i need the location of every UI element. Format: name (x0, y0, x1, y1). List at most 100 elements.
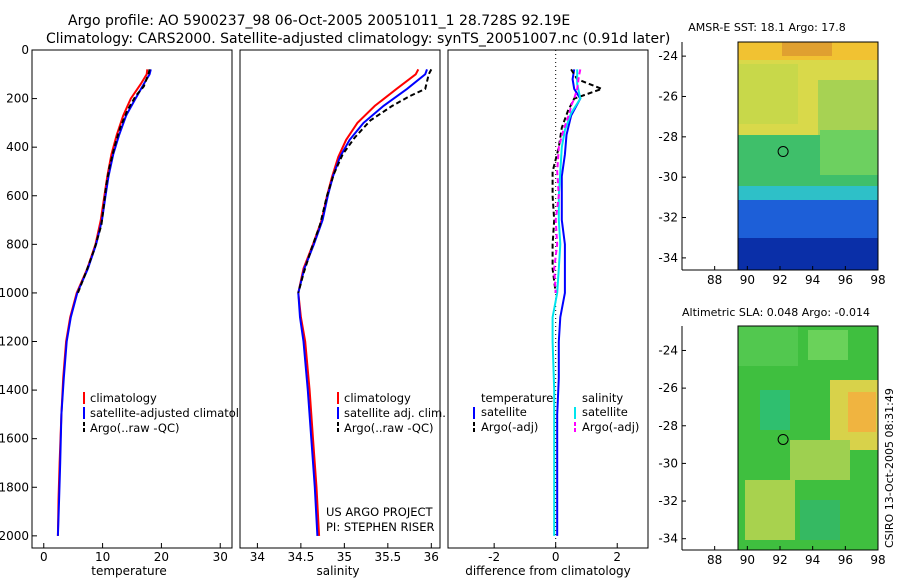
salinity-axes-frame (239, 49, 441, 549)
difference-xaxis: -2 0 2 (488, 543, 621, 564)
difference-legend-sal-satellite: satellite (582, 405, 628, 419)
difference-legend-temperature-title: temperature (481, 391, 553, 405)
amsre_sst-xtick-label: 90 (740, 273, 755, 287)
sla-patch-4 (790, 440, 850, 480)
salinity-legend-climatology: climatology (344, 391, 411, 405)
figure-title-line1: Argo profile: AO 5900237_98 06-Oct-2005 … (68, 13, 570, 29)
salinity-legend-argo: Argo(..raw -QC) (344, 421, 434, 435)
sst-patch-right (818, 80, 878, 135)
altimetric_sla-xtick-label: 94 (805, 553, 820, 567)
temperature-xtick-label: 30 (213, 550, 228, 564)
temperature-legend-climatology: climatology (90, 391, 157, 405)
sla-map-axes: 88 90 92 94 96 98 -24 -26 -28 -30 -32 -34 (658, 326, 886, 567)
temperature-xtick-label: 0 (40, 550, 48, 564)
amsre_sst-xtick-label: 88 (707, 273, 722, 287)
sla-patch-1 (738, 326, 798, 366)
altimetric_sla-xtick-label: 92 (772, 553, 787, 567)
sst-patch-left (738, 64, 798, 124)
salinity-xtick-label: 34.5 (288, 550, 315, 564)
depth-ytick-label: 600 (6, 189, 29, 203)
difference-axes-frame (447, 49, 649, 549)
sla-patch-6 (800, 500, 840, 540)
salinity-line-satellite-adj-clim- (297, 69, 428, 536)
temperature-xtick-label: 20 (154, 550, 169, 564)
depth-ytick-label: 1400 (0, 383, 29, 397)
amsre_sst-xtick-label: 92 (772, 273, 787, 287)
depth-ytick-label: 0 (21, 43, 29, 57)
temperature-legend-satellite: satellite-adjusted climatology (90, 406, 260, 420)
difference-legend-temp-argo: Argo(-adj) (481, 420, 538, 434)
temperature-xtick-label: 10 (95, 550, 110, 564)
amsre_sst-ytick-label: -26 (658, 89, 678, 103)
difference-legend: temperature satellite Argo(-adj) salinit… (473, 391, 639, 434)
salinity-line-argo-raw-qc- (297, 68, 433, 294)
sla-patch-5 (745, 480, 795, 540)
temperature-xlabel: temperature (91, 564, 166, 578)
salinity-xtick-label: 34 (250, 550, 265, 564)
pi-label: PI: STEPHEN RISER (326, 520, 435, 534)
amsre_sst-ytick-label: -24 (658, 49, 678, 63)
sla-patch-2 (808, 330, 848, 360)
temperature-series (56, 69, 152, 536)
difference-legend-salinity-title: salinity (582, 391, 623, 405)
side-stamp: CSIRO 13-Oct-2005 08:31:49 (883, 388, 896, 548)
salinity-xtick-label: 35 (337, 550, 352, 564)
salinity-xtick-label: 36 (424, 550, 439, 564)
difference-xtick-label: -2 (488, 550, 500, 564)
temperature-axes-frame (31, 49, 233, 549)
depth-ytick-label: 1800 (0, 480, 29, 494)
sst-argo-marker (777, 146, 789, 158)
depth-ytick-label: 1200 (0, 335, 29, 349)
difference-legend-sal-argo: Argo(-adj) (582, 420, 639, 434)
altimetric_sla-xtick-label: 88 (707, 553, 722, 567)
difference-line-temperature-argo-adj- (551, 68, 605, 294)
amsre_sst-xtick-label: 94 (805, 273, 820, 287)
sst-band-cool (738, 186, 878, 204)
salinity-legend-satellite: satellite adj. clim. (344, 406, 446, 420)
temperature-panel: 0 200 400 600 800 1000 1200 1400 1600 1800 2000 0 1… (0, 43, 260, 578)
sla-patch-3 (760, 390, 790, 430)
altimetric_sla-xtick-label: 98 (870, 553, 885, 567)
amsre_sst-ytick-label: -28 (658, 130, 678, 144)
sla-map-panel: Altimetric SLA: 0.048 Argo: -0.014 88 90 9… (658, 306, 885, 567)
temperature-legend-argo: Argo(..raw -QC) (90, 421, 180, 435)
altimetric_sla-ytick-label: -28 (658, 419, 678, 433)
sst-heatmap (738, 42, 878, 270)
sla-highest-patch (848, 392, 876, 432)
salinity-xlabel: salinity (316, 564, 359, 578)
difference-xtick-label: 2 (613, 550, 621, 564)
depth-ytick-label: 200 (6, 92, 29, 106)
sla-heatmap (738, 326, 878, 550)
altimetric_sla-xtick-label: 90 (740, 553, 755, 567)
difference-legend-temp-satellite: satellite (481, 405, 527, 419)
depth-ytick-label: 400 (6, 140, 29, 154)
salinity-legend: climatology satellite adj. clim. Argo(..… (337, 391, 446, 435)
temperature-yaxis: 0 200 400 600 800 1000 1200 1400 1600 1800 2000 (0, 43, 37, 543)
figure-title-line2: Climatology: CARS2000. Satellite-adjuste… (46, 31, 670, 47)
amsre_sst-xtick-label: 98 (870, 273, 885, 287)
difference-series (551, 68, 605, 536)
amsre_sst-ytick-label: -34 (658, 251, 678, 265)
sla-map-title: Altimetric SLA: 0.048 Argo: -0.014 (682, 306, 870, 319)
altimetric_sla-ytick-label: -30 (658, 456, 678, 470)
difference-panel: -2 0 2 difference from climatology tempera… (447, 49, 649, 578)
depth-ytick-label: 1000 (0, 286, 29, 300)
salinity-xaxis: 34 34.5 35 35.5 36 (250, 543, 439, 564)
sst-band-hotspot (782, 42, 832, 56)
amsre_sst-ytick-label: -32 (658, 211, 678, 225)
salinity-xtick-label: 35.5 (374, 550, 401, 564)
altimetric_sla-xtick-label: 96 (838, 553, 853, 567)
depth-ytick-label: 2000 (0, 529, 29, 543)
temperature-legend: climatology satellite-adjusted climatolo… (83, 391, 260, 435)
sst-band-coldest (738, 238, 878, 270)
altimetric_sla-ytick-label: -34 (658, 532, 678, 546)
amsre_sst-xtick-label: 96 (838, 273, 853, 287)
salinity-series (297, 68, 433, 536)
altimetric_sla-ytick-label: -26 (658, 381, 678, 395)
depth-ytick-label: 800 (6, 237, 29, 251)
sst-map-panel: AMSR-E SST: 18.1 Argo: 17.8 88 90 92 94 96 98… (658, 21, 885, 287)
depth-ytick-label: 1600 (0, 432, 29, 446)
amsre_sst-ytick-label: -30 (658, 170, 678, 184)
salinity-panel: 34 34.5 35 35.5 36 salinity climatology sate… (239, 49, 446, 578)
